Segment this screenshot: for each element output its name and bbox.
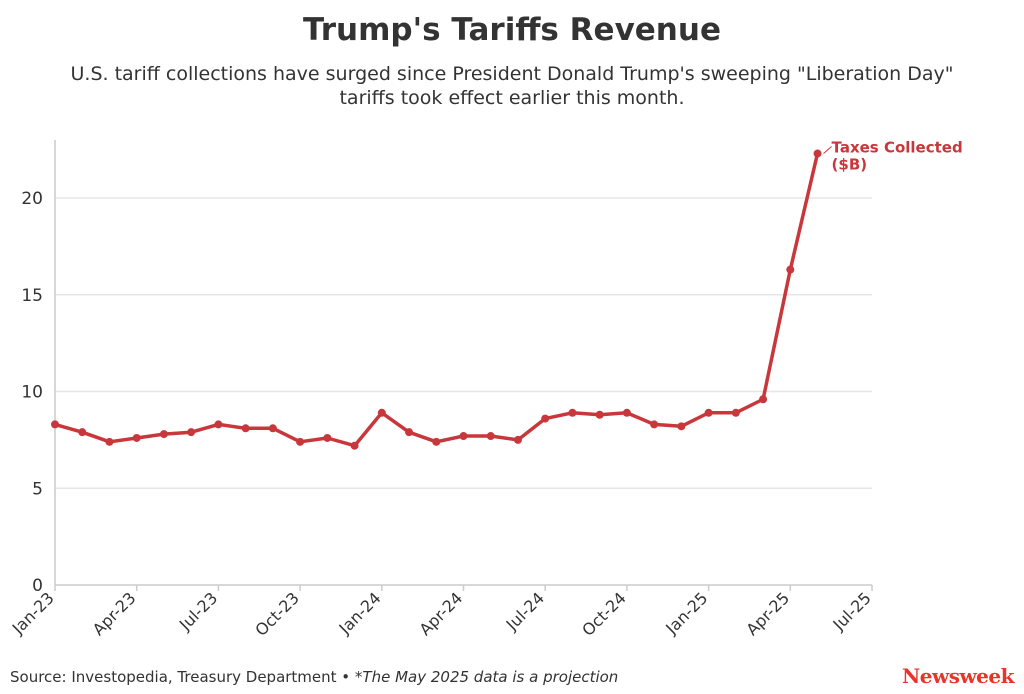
data-point bbox=[568, 408, 577, 417]
y-tick-label: 15 bbox=[21, 286, 43, 306]
data-point bbox=[486, 432, 495, 441]
data-point bbox=[51, 420, 59, 429]
data-point bbox=[241, 424, 250, 433]
projection-note: *The May 2025 data is a projection bbox=[354, 668, 619, 686]
x-tick-label: Apr-25 bbox=[742, 588, 793, 639]
series-label: Taxes Collected bbox=[832, 139, 963, 157]
series-label: ($B) bbox=[832, 156, 868, 174]
data-point bbox=[132, 433, 141, 442]
data-point bbox=[105, 437, 114, 446]
x-tick-label: Jul-25 bbox=[829, 588, 875, 634]
newsweek-logo: Newsweek bbox=[901, 664, 1015, 688]
data-point bbox=[759, 395, 768, 404]
data-point bbox=[786, 265, 795, 274]
data-point bbox=[595, 410, 604, 419]
y-tick-label: 5 bbox=[32, 479, 43, 499]
data-point bbox=[187, 428, 196, 437]
data-point bbox=[214, 420, 223, 429]
data-point bbox=[704, 408, 713, 417]
y-tick-label: 20 bbox=[21, 189, 43, 209]
data-point bbox=[432, 437, 441, 446]
y-tick-label: 0 bbox=[32, 576, 43, 596]
source-text: Source: Investopedia, Treasury Departmen… bbox=[10, 668, 355, 686]
chart-title: Trump's Tariffs Revenue bbox=[303, 12, 721, 48]
data-point bbox=[296, 437, 305, 446]
chart-subtitle: U.S. tariff collections have surged sinc… bbox=[70, 63, 954, 109]
data-point bbox=[541, 414, 550, 423]
x-tick-label: Oct-24 bbox=[578, 588, 629, 639]
x-tick-label: Jul-23 bbox=[175, 588, 221, 634]
data-point bbox=[459, 432, 468, 441]
data-point bbox=[813, 149, 822, 158]
x-tick-label: Jul-24 bbox=[502, 588, 548, 634]
data-point bbox=[731, 408, 740, 417]
data-point bbox=[268, 424, 277, 433]
x-tick-label: Jan-24 bbox=[335, 588, 385, 638]
data-point bbox=[78, 428, 87, 437]
x-tick-label: Jan-25 bbox=[661, 588, 711, 638]
source-footer: Source: Investopedia, Treasury Departmen… bbox=[10, 668, 618, 686]
data-point bbox=[323, 433, 332, 442]
data-point bbox=[650, 420, 659, 429]
data-point bbox=[350, 441, 359, 450]
data-point bbox=[377, 408, 386, 417]
data-point bbox=[159, 430, 168, 439]
data-point bbox=[513, 435, 522, 444]
data-point bbox=[405, 428, 414, 437]
x-tick-label: Oct-23 bbox=[251, 588, 302, 639]
label-leader bbox=[823, 146, 832, 154]
data-point bbox=[622, 408, 631, 417]
x-tick-label: Apr-23 bbox=[89, 588, 140, 639]
x-tick-label: Apr-24 bbox=[416, 588, 467, 639]
y-tick-label: 10 bbox=[21, 383, 43, 403]
data-point bbox=[677, 422, 686, 431]
